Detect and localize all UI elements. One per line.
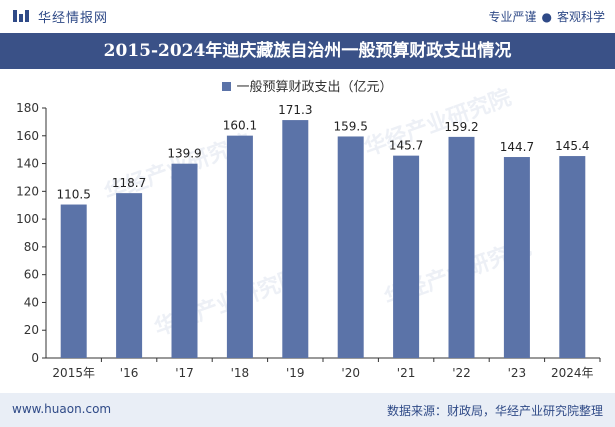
footer: www.huaon.com 数据来源：财政局，华经产业研究院整理 bbox=[0, 393, 615, 427]
chart-title: 2015-2024年迪庆藏族自治州一般预算财政支出情况 bbox=[103, 41, 512, 61]
bar bbox=[226, 135, 253, 358]
bar bbox=[337, 136, 364, 358]
data-label: 118.7 bbox=[112, 176, 146, 190]
y-tick-label: 100 bbox=[16, 212, 39, 226]
x-tick-label: '19 bbox=[286, 366, 305, 380]
tagline-dot: ● bbox=[541, 10, 552, 24]
data-label: 159.5 bbox=[334, 119, 368, 133]
tagline-left: 专业严谨 bbox=[488, 10, 537, 24]
data-label: 139.9 bbox=[167, 147, 201, 161]
bar bbox=[503, 157, 530, 358]
y-tick-label: 160 bbox=[16, 129, 39, 143]
data-label: 145.7 bbox=[389, 139, 423, 153]
x-tick-label: '23 bbox=[508, 366, 527, 380]
y-tick-label: 0 bbox=[31, 351, 39, 365]
x-tick-label: '21 bbox=[397, 366, 416, 380]
x-tick-label: 2024年 bbox=[551, 366, 594, 380]
brand-name: 华经情报网 bbox=[38, 11, 109, 26]
y-tick-label: 120 bbox=[16, 184, 39, 198]
top-bar: 华经情报网 专业严谨 ● 客观科学 bbox=[0, 0, 615, 32]
x-tick-label: '16 bbox=[120, 366, 139, 380]
data-label: 110.5 bbox=[57, 188, 91, 202]
y-tick-label: 20 bbox=[24, 323, 39, 337]
website-link[interactable]: www.huaon.com bbox=[12, 402, 112, 416]
x-tick-label: '17 bbox=[175, 366, 194, 380]
legend: 一般预算财政支出（亿元） bbox=[0, 76, 615, 95]
data-label: 159.2 bbox=[444, 120, 478, 134]
y-tick-label: 180 bbox=[16, 101, 39, 115]
x-tick-label: 2015年 bbox=[52, 366, 95, 380]
bar bbox=[116, 193, 143, 358]
x-tick-label: '18 bbox=[231, 366, 250, 380]
title-bar: 2015-2024年迪庆藏族自治州一般预算财政支出情况 bbox=[0, 33, 615, 69]
data-label: 171.3 bbox=[278, 103, 312, 117]
data-label: 144.7 bbox=[500, 140, 534, 154]
tagline-right: 客观科学 bbox=[556, 10, 605, 24]
bar bbox=[393, 155, 420, 358]
y-tick-label: 140 bbox=[16, 157, 39, 171]
data-label: 145.4 bbox=[555, 139, 589, 153]
y-tick-label: 60 bbox=[24, 268, 39, 282]
legend-swatch bbox=[222, 82, 232, 91]
x-tick-label: '20 bbox=[341, 366, 360, 380]
y-tick-label: 80 bbox=[24, 240, 39, 254]
y-tick-label: 40 bbox=[24, 295, 39, 309]
bar bbox=[282, 120, 309, 358]
x-tick-label: '22 bbox=[452, 366, 471, 380]
legend-label: 一般预算财政支出（亿元） bbox=[236, 80, 393, 95]
bar bbox=[171, 163, 198, 358]
logo-icon bbox=[13, 10, 29, 22]
tagline: 专业严谨 ● 客观科学 bbox=[488, 8, 605, 25]
bar bbox=[559, 156, 586, 358]
bar-chart: 0 20 40 60 80 100 120 140 160 180 110.5 2015年 118.7 '… bbox=[16, 101, 601, 380]
bar bbox=[60, 204, 87, 358]
data-source: 数据来源：财政局，华经产业研究院整理 bbox=[386, 404, 603, 418]
bar bbox=[448, 136, 475, 358]
data-label: 160.1 bbox=[223, 119, 257, 133]
